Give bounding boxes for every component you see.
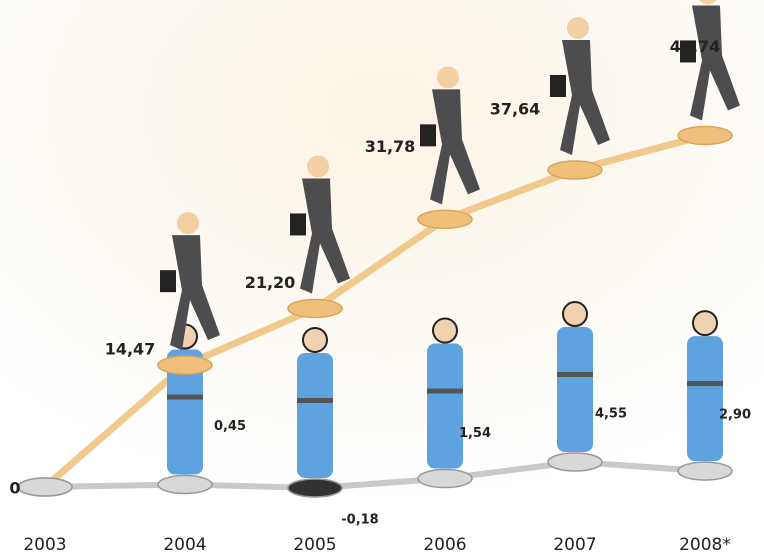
- value-label: 2,90: [719, 408, 751, 423]
- value-label: 0,45: [214, 419, 246, 434]
- point-disc: [418, 210, 472, 228]
- point-disc: [548, 161, 602, 179]
- worker-belt: [297, 398, 333, 403]
- briefcase: [420, 124, 436, 146]
- point-disc: [18, 478, 72, 496]
- point-disc: [678, 462, 732, 480]
- businessman-head: [177, 212, 199, 234]
- point-disc: [288, 299, 342, 317]
- worker-head: [693, 311, 717, 335]
- businessman-head: [567, 17, 589, 39]
- point-disc: [418, 470, 472, 488]
- businessman-head: [307, 155, 329, 177]
- value-label: 0: [9, 479, 20, 498]
- x-tick-label: 2006: [423, 535, 466, 555]
- value-label: 21,20: [245, 273, 296, 292]
- worker-belt: [557, 372, 593, 377]
- businessman-head: [437, 66, 459, 88]
- worker-belt: [687, 381, 723, 386]
- background: [0, 0, 764, 557]
- worker-figure: [687, 336, 723, 461]
- value-label: -0,18: [341, 512, 378, 527]
- chart: 2003 2004 2005 2006 2007 2008* 0 14,47 21,20 31,7…: [0, 0, 764, 557]
- x-tick-label: 2003: [23, 535, 66, 555]
- value-label: 4,55: [595, 407, 627, 422]
- point-disc: [158, 476, 212, 494]
- point-disc: [158, 356, 212, 374]
- value-label: 31,78: [365, 137, 416, 156]
- briefcase: [160, 270, 176, 292]
- worker-figure: [297, 353, 333, 478]
- worker-belt: [167, 395, 203, 400]
- worker-head: [563, 302, 587, 326]
- point-disc: [288, 479, 342, 497]
- value-label: 14,47: [105, 340, 156, 359]
- point-disc: [678, 126, 732, 144]
- x-tick-label: 2005: [293, 535, 336, 555]
- worker-head: [303, 328, 327, 352]
- x-tick-label: 2007: [553, 535, 596, 555]
- worker-head: [433, 319, 457, 343]
- value-label: 1,54: [459, 426, 491, 441]
- briefcase: [290, 213, 306, 235]
- value-label: 37,64: [490, 99, 541, 118]
- worker-belt: [427, 389, 463, 394]
- worker-figure: [557, 327, 593, 452]
- worker-figure: [427, 344, 463, 469]
- value-label: 41,74: [670, 37, 721, 56]
- point-disc: [548, 453, 602, 471]
- x-tick-label: 2008*: [679, 535, 731, 555]
- x-tick-label: 2004: [163, 535, 206, 555]
- briefcase: [550, 75, 566, 97]
